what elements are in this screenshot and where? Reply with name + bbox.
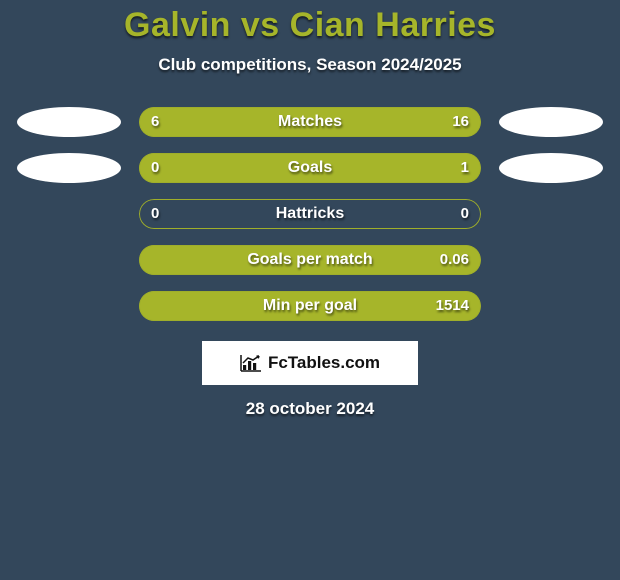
date-text: 28 october 2024 [0,399,620,419]
stats-list: 6Matches160Goals10Hattricks0Goals per ma… [0,107,620,321]
stat-row: 6Matches16 [0,107,620,137]
stat-bar: 6Matches16 [139,107,481,137]
chart-icon [240,354,262,372]
club-badge-right [499,153,603,183]
stat-label: Min per goal [139,291,481,321]
badge-placeholder [499,291,603,321]
club-badge-left [17,107,121,137]
comparison-card: Galvin vs Cian Harries Club competitions… [0,0,620,419]
badge-placeholder [499,245,603,275]
badge-placeholder [499,199,603,229]
badge-placeholder [17,291,121,321]
stat-bar: Min per goal1514 [139,291,481,321]
stat-value-right: 1 [461,153,469,183]
stat-value-right: 0 [461,199,469,229]
stat-label: Goals [139,153,481,183]
stat-bar: 0Goals1 [139,153,481,183]
badge-placeholder [17,245,121,275]
stat-row: Goals per match0.06 [0,245,620,275]
club-badge-right [499,107,603,137]
stat-row: 0Goals1 [0,153,620,183]
stat-label: Matches [139,107,481,137]
stat-bar: 0Hattricks0 [139,199,481,229]
stat-value-right: 0.06 [440,245,469,275]
stat-label: Goals per match [139,245,481,275]
badge-placeholder [17,199,121,229]
stat-bar: Goals per match0.06 [139,245,481,275]
club-badge-left [17,153,121,183]
stat-row: Min per goal1514 [0,291,620,321]
source-banner: FcTables.com [202,341,418,385]
stat-label: Hattricks [139,199,481,229]
subtitle: Club competitions, Season 2024/2025 [0,55,620,75]
banner-text: FcTables.com [268,353,380,373]
stat-row: 0Hattricks0 [0,199,620,229]
page-title: Galvin vs Cian Harries [0,6,620,45]
stat-value-right: 16 [452,107,469,137]
stat-value-right: 1514 [436,291,469,321]
